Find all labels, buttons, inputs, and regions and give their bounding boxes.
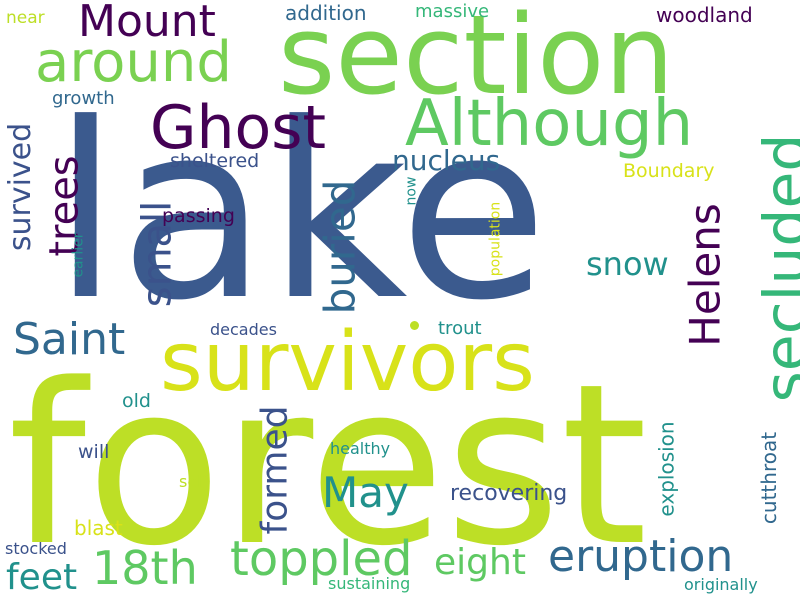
word-self: self	[179, 472, 208, 491]
word-18th: 18th	[92, 541, 198, 595]
word-earlier: earlier	[70, 232, 87, 278]
word-eight: eight	[434, 542, 526, 583]
word-eruption: eruption	[548, 531, 734, 582]
word-forest: forest	[8, 337, 648, 595]
word-blast: blast	[74, 516, 123, 540]
glyph-dot	[410, 321, 419, 330]
word-growth: growth	[52, 88, 115, 109]
word-decades: decades	[210, 320, 277, 339]
word-passing: passing	[162, 205, 235, 227]
word-toppled: toppled	[230, 531, 413, 587]
word-section: section	[278, 0, 675, 119]
word-explosion: explosion	[654, 421, 679, 517]
word-massive: massive	[415, 1, 490, 22]
word-near: near	[6, 8, 45, 28]
word-addition: addition	[285, 1, 367, 25]
word-sustaining: sustaining	[328, 574, 411, 593]
word-recovering: recovering	[450, 481, 568, 506]
word-lake: lake	[52, 72, 548, 354]
word-healthy: healthy	[330, 439, 391, 458]
word-cutthroat: cutthroat	[757, 431, 782, 525]
word-ghost: Ghost	[150, 93, 327, 163]
word-secluded: secluded	[751, 133, 800, 403]
word-survivors: survivors	[160, 315, 535, 410]
word-originally: originally	[684, 575, 758, 594]
word-snow: snow	[586, 245, 669, 283]
word-sheltered: sheltered	[170, 150, 260, 172]
word-feet: feet	[6, 557, 78, 598]
word-old: old	[122, 390, 151, 412]
word-boundary: Boundary	[623, 160, 715, 182]
word-around: around	[35, 30, 232, 95]
word-woodland: woodland	[656, 3, 753, 27]
word-nucleus: nucleus	[392, 144, 501, 177]
word-helens: Helens	[680, 203, 730, 347]
word-now: now	[403, 176, 420, 206]
word-mount: Mount	[78, 0, 216, 47]
word-trout: trout	[438, 318, 482, 339]
word-although: Although	[405, 87, 694, 161]
word-population: population	[487, 201, 504, 277]
word-will: will	[78, 441, 110, 463]
word-survived: survived	[3, 122, 39, 252]
word-may: May	[322, 468, 409, 517]
word-formed: formed	[254, 405, 296, 535]
word-saint: Saint	[13, 314, 126, 365]
word-stocked: stocked	[5, 539, 67, 558]
word-buried: buried	[315, 179, 365, 315]
